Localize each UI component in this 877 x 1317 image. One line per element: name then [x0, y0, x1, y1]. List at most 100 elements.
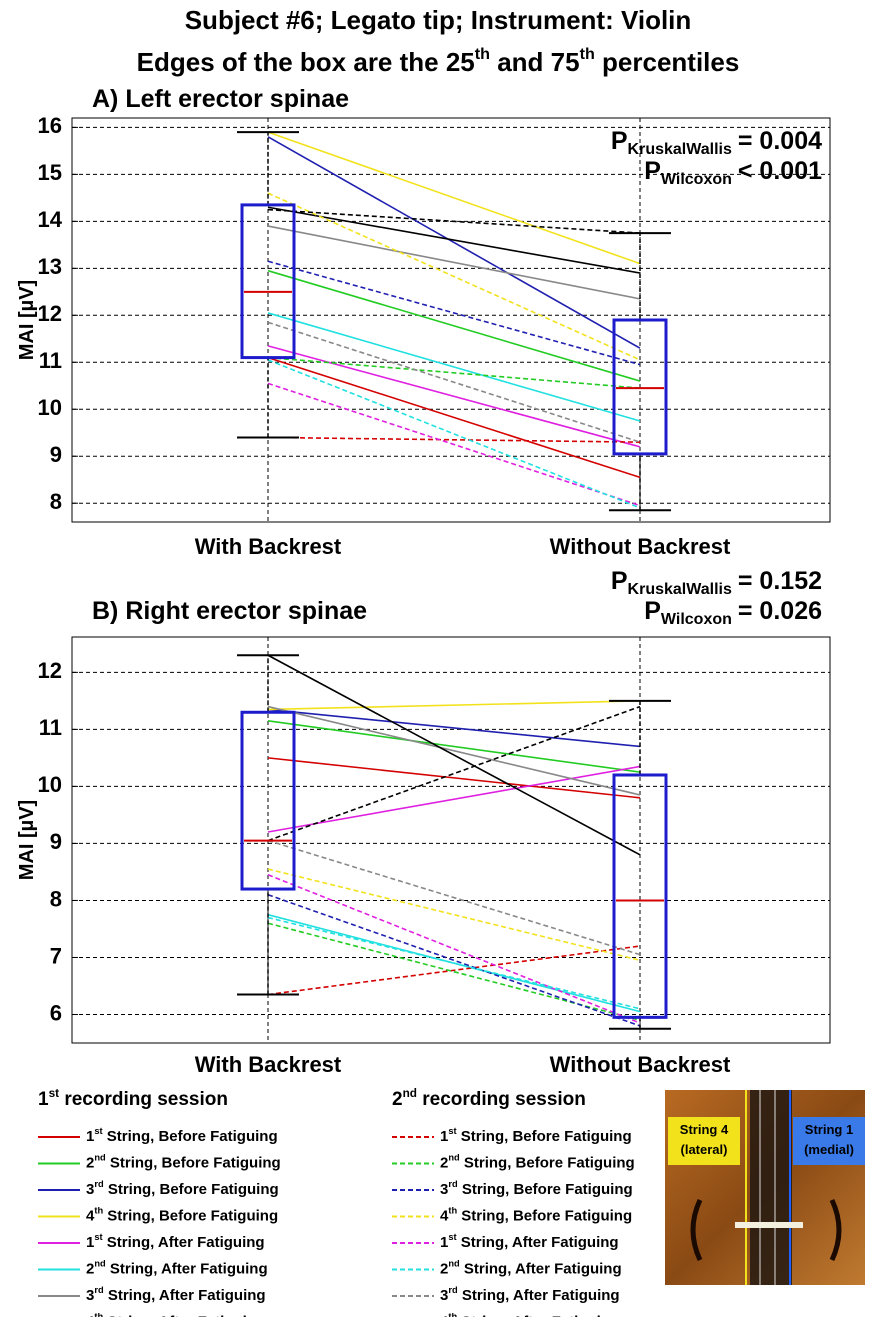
- box: [612, 318, 668, 456]
- violin-photo: String 4 (lateral) String 1 (medial): [665, 1090, 865, 1285]
- slope-line: [267, 225, 641, 300]
- slope-line: [267, 700, 641, 711]
- slope-line: [267, 705, 641, 796]
- slope-line: [267, 356, 641, 389]
- legend-label: 2nd String, Before Fatiguing: [440, 1153, 635, 1172]
- y-tick-label: 8: [50, 489, 62, 514]
- y-tick-label: 9: [50, 442, 62, 467]
- legend-label: 1st String, Before Fatiguing: [440, 1126, 632, 1145]
- panel-title: B) Right erector spinae: [92, 597, 367, 625]
- slope-line: [267, 705, 641, 842]
- photo-label: (lateral): [681, 1142, 728, 1157]
- legend-label: 4th String, After Fatiguing: [440, 1312, 619, 1317]
- y-tick-label: 12: [38, 658, 62, 683]
- plot-area: [71, 636, 831, 1044]
- slope-line: [267, 260, 641, 366]
- x-tick-label: Without Backrest: [550, 534, 731, 559]
- box: [240, 710, 296, 891]
- panel-title: A) Left erector spinae: [92, 85, 349, 113]
- f-hole: [690, 1198, 842, 1262]
- p-value: PWilcoxon < 0.001: [644, 157, 822, 189]
- y-tick-label: 8: [50, 886, 62, 911]
- legend-label: 4th String, Before Fatiguing: [86, 1206, 278, 1225]
- photo-label: String 1: [805, 1122, 853, 1137]
- p-symbol: P: [644, 597, 661, 625]
- legend-label: 2nd String, After Fatiguing: [86, 1259, 268, 1278]
- legend-title: 1st recording session: [38, 1087, 228, 1110]
- p-text: < 0.001: [738, 157, 822, 185]
- y-tick-label: 6: [50, 1000, 62, 1025]
- legend-title: 2nd recording session: [392, 1087, 586, 1110]
- y-tick-label: 10: [38, 395, 62, 420]
- slope-line: [267, 206, 641, 274]
- y-tick-label: 9: [50, 829, 62, 854]
- p-text: = 0.152: [738, 567, 822, 595]
- p-subscript: Wilcoxon: [661, 171, 732, 188]
- p-text: = 0.004: [738, 127, 822, 155]
- p-subscript: KruskalWallis: [628, 141, 732, 158]
- p-symbol: P: [644, 157, 661, 185]
- x-tick-label: With Backrest: [195, 534, 342, 559]
- p-value: PWilcoxon = 0.026: [644, 597, 822, 629]
- slope-line: [267, 131, 641, 265]
- slope-line: [267, 720, 641, 773]
- slope-line: [267, 356, 641, 479]
- p-symbol: P: [611, 127, 628, 155]
- slope-line: [267, 757, 641, 799]
- label-box-string-4: [668, 1117, 740, 1165]
- legend-label: 4th String, Before Fatiguing: [440, 1206, 632, 1225]
- legend-label: 3rd String, After Fatiguing: [86, 1285, 266, 1304]
- figure-title: Subject #6; Legato tip; Instrument: Viol…: [185, 5, 692, 35]
- slope-line: [267, 321, 641, 443]
- x-tick-label: With Backrest: [195, 1052, 342, 1077]
- y-tick-label: 16: [38, 113, 62, 138]
- y-axis-label: MAI [µV]: [16, 800, 38, 880]
- slope-line: [267, 359, 641, 509]
- slope-line: [267, 913, 641, 1013]
- y-tick-label: 14: [38, 207, 63, 232]
- photo-label: String 4: [680, 1122, 729, 1137]
- slope-line: [267, 382, 641, 507]
- plot-area: [71, 117, 831, 523]
- legend-label: 3rd String, After Fatiguing: [440, 1285, 620, 1304]
- slope-line: [267, 893, 641, 1027]
- p-symbol: P: [611, 567, 628, 595]
- slope-line: [267, 839, 641, 956]
- legend-label: 2nd String, After Fatiguing: [440, 1259, 622, 1278]
- p-subscript: Wilcoxon: [661, 611, 732, 628]
- slope-line: [267, 765, 641, 833]
- y-tick-label: 10: [38, 772, 62, 797]
- slope-line: [267, 654, 641, 856]
- p-subscript: KruskalWallis: [628, 581, 732, 598]
- p-value: PKruskalWallis = 0.152: [611, 567, 822, 599]
- figure-subtitle: Edges of the box are the 25th and 75th p…: [137, 45, 740, 77]
- legend-label: 1st String, Before Fatiguing: [86, 1126, 278, 1145]
- y-axis-label: MAI [µV]: [16, 280, 38, 360]
- slope-line: [267, 345, 641, 448]
- fingerboard: [750, 1090, 792, 1285]
- slope-line: [267, 269, 641, 382]
- y-tick-label: 11: [39, 715, 62, 740]
- slope-line: [267, 945, 641, 996]
- y-tick-label: 12: [38, 301, 62, 326]
- legend-label: 3rd String, Before Fatiguing: [440, 1179, 633, 1198]
- slope-line: [267, 192, 641, 361]
- legend-label: 4th String, After Fatiguing: [86, 1312, 265, 1317]
- slope-line: [267, 136, 641, 349]
- photo-label: (medial): [804, 1142, 854, 1157]
- bridge: [735, 1222, 803, 1228]
- y-tick-label: 11: [39, 348, 62, 373]
- legend-label: 3rd String, Before Fatiguing: [86, 1179, 279, 1198]
- p-text: = 0.026: [738, 597, 822, 625]
- legend-label: 2nd String, Before Fatiguing: [86, 1153, 281, 1172]
- y-tick-label: 15: [38, 160, 62, 185]
- x-tick-label: Without Backrest: [550, 1052, 731, 1077]
- slope-line: [267, 708, 641, 748]
- box: [240, 203, 296, 360]
- legend-label: 1st String, After Fatiguing: [440, 1232, 619, 1251]
- box: [612, 773, 668, 1019]
- slope-line: [267, 312, 641, 422]
- y-tick-label: 13: [38, 254, 62, 279]
- slope-line: [267, 874, 641, 1024]
